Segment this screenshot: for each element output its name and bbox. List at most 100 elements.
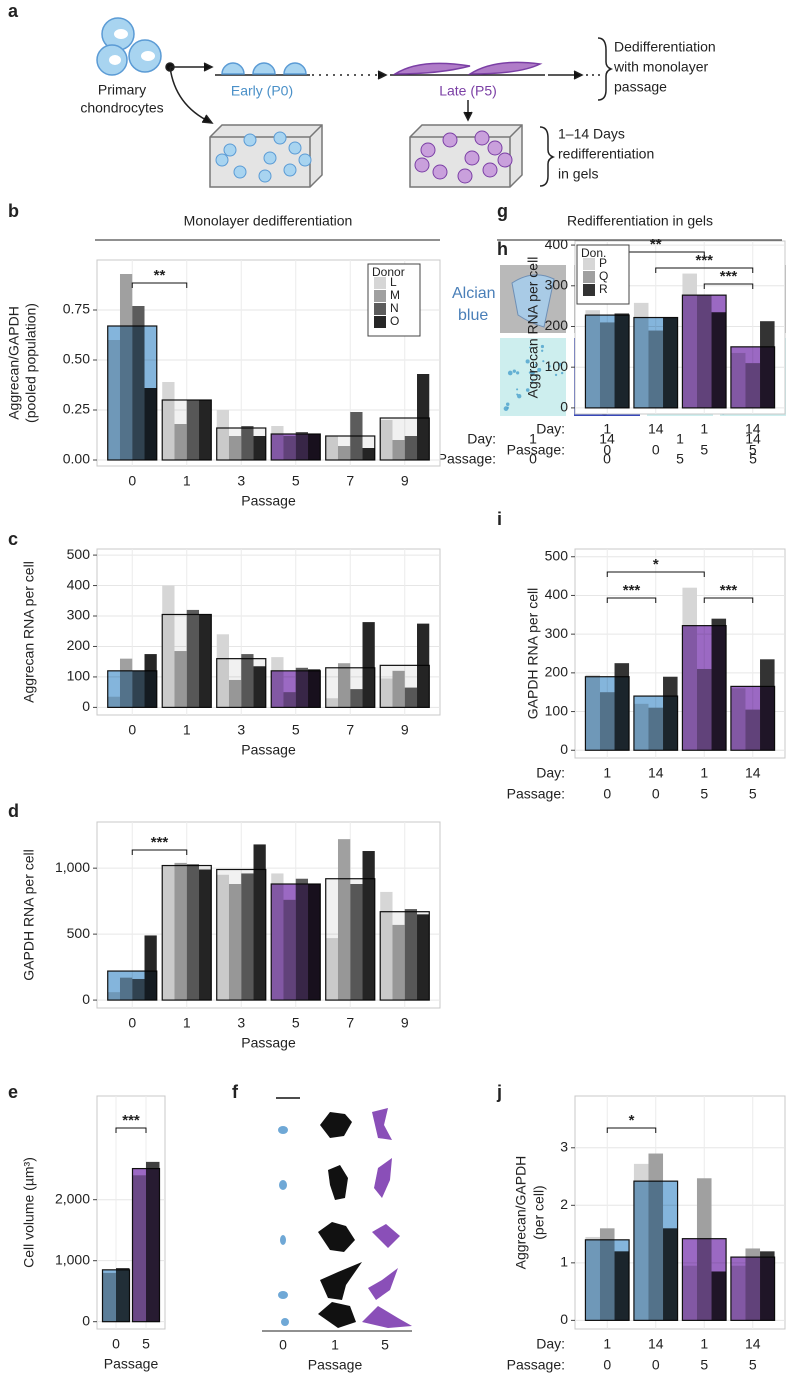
pooled-bar bbox=[730, 1256, 776, 1321]
x-tick-label: 5 bbox=[292, 473, 300, 489]
significance-label: *** bbox=[720, 268, 738, 285]
gel-cell bbox=[215, 153, 229, 167]
source-label: chondrocytes bbox=[80, 100, 163, 116]
y-axis-title: GAPDH RNA per cell bbox=[21, 849, 37, 980]
x-tick-label: 5 bbox=[142, 1336, 150, 1352]
gel-cell bbox=[482, 162, 498, 178]
pooled-bar bbox=[107, 670, 158, 708]
y-tick-label: 300 bbox=[67, 607, 91, 623]
pooled-bar bbox=[584, 314, 630, 409]
x-axis-title: Passage bbox=[241, 1035, 296, 1051]
stain-dot bbox=[505, 402, 510, 407]
x-tick-label: 5 bbox=[749, 442, 757, 458]
significance-bracket bbox=[606, 597, 657, 603]
gel-cell bbox=[487, 140, 503, 156]
x-row-label: Passage: bbox=[507, 1357, 565, 1373]
pooled-bar bbox=[633, 695, 679, 751]
y-tick-label: 1,000 bbox=[55, 859, 90, 875]
x-tick-label: 14 bbox=[599, 431, 615, 447]
pooled-bar bbox=[325, 878, 376, 1001]
panel-label: c bbox=[8, 529, 18, 549]
stain-dot bbox=[512, 369, 517, 373]
schematic bbox=[96, 17, 614, 188]
pooled-bar bbox=[584, 676, 630, 751]
pooled-bar bbox=[379, 664, 430, 708]
pooled-bar bbox=[730, 346, 776, 409]
y-tick-label: 100 bbox=[67, 668, 91, 684]
legend-label: N bbox=[390, 301, 399, 315]
pooled-bar bbox=[270, 883, 321, 1001]
stain-dot bbox=[541, 349, 544, 352]
y-tick-label: 0.25 bbox=[63, 401, 90, 417]
gel-cell bbox=[432, 164, 448, 180]
y-axis-title: (per cell) bbox=[531, 1185, 547, 1239]
pooled-bar bbox=[107, 970, 158, 1001]
panel-label: g bbox=[497, 201, 508, 221]
legend-swatch bbox=[374, 316, 386, 328]
x-tick-label: 5 bbox=[676, 451, 684, 467]
y-tick-label: 0 bbox=[560, 741, 568, 757]
pooled-bar bbox=[270, 433, 321, 461]
pooled-bar bbox=[161, 613, 212, 708]
pooled-bar bbox=[131, 1167, 161, 1323]
legend-label: R bbox=[599, 282, 608, 296]
significance-label: *** bbox=[623, 582, 641, 599]
legend-label: Q bbox=[599, 269, 608, 283]
x-tick-label: 5 bbox=[700, 442, 708, 458]
y-tick-label: 0 bbox=[82, 991, 90, 1007]
note: with monolayer bbox=[613, 59, 708, 75]
x-tick-label: 0 bbox=[128, 722, 136, 738]
x-tick-label: 1 bbox=[603, 1336, 611, 1352]
y-tick-label: 200 bbox=[67, 637, 91, 653]
pooled-bar bbox=[270, 670, 321, 708]
stain-dot bbox=[528, 371, 532, 374]
y-axis-title: Aggrecan RNA per cell bbox=[525, 257, 541, 399]
gel-cell bbox=[283, 163, 297, 177]
stain-dot bbox=[507, 370, 513, 376]
y-tick-label: 500 bbox=[67, 546, 91, 562]
x-tick-label: 1 bbox=[700, 765, 708, 781]
x-row-label: Passage: bbox=[507, 442, 565, 458]
early-label: Early (P0) bbox=[231, 83, 293, 99]
x-tick-label: 7 bbox=[346, 473, 354, 489]
x-tick-label: 0 bbox=[603, 786, 611, 802]
stain-dot bbox=[516, 371, 520, 375]
x-tick-label: 1 bbox=[676, 431, 684, 447]
panel-label: b bbox=[8, 201, 19, 221]
y-tick-label: 300 bbox=[545, 625, 569, 641]
y-tick-label: 1,000 bbox=[55, 1251, 90, 1267]
x-tick-label: 9 bbox=[401, 473, 409, 489]
pooled-bar bbox=[325, 435, 376, 461]
significance-bracket bbox=[606, 571, 705, 577]
stain-dot bbox=[525, 388, 530, 392]
x-tick-label: 5 bbox=[749, 451, 757, 467]
x-tick-label: 1 bbox=[529, 431, 537, 447]
pooled-bar bbox=[633, 316, 679, 409]
y-tick-label: 400 bbox=[67, 576, 91, 592]
x-tick-label: 14 bbox=[745, 431, 761, 447]
pooled-bar bbox=[730, 685, 776, 751]
legend-swatch bbox=[583, 271, 595, 283]
x-tick-label: 3 bbox=[237, 722, 245, 738]
stain-dot bbox=[548, 364, 551, 368]
pooled-bar bbox=[101, 1269, 131, 1323]
x-row-label: Passage: bbox=[507, 786, 565, 802]
panel-label: a bbox=[8, 1, 19, 21]
x-row-label: Day: bbox=[536, 1336, 565, 1352]
y-tick-label: 0 bbox=[560, 399, 568, 415]
cell-shapes bbox=[262, 1097, 412, 1332]
y-tick-label: 500 bbox=[67, 925, 91, 941]
x-tick-label: 5 bbox=[292, 1015, 300, 1031]
x-tick-label: 0 bbox=[603, 1357, 611, 1373]
x-tick-label: 14 bbox=[745, 1336, 761, 1352]
significance-label: *** bbox=[151, 834, 169, 851]
panel-label: j bbox=[496, 1082, 502, 1102]
x-tick-label: 9 bbox=[401, 722, 409, 738]
significance-label: *** bbox=[122, 1112, 140, 1129]
y-tick-label: 0.00 bbox=[63, 451, 90, 467]
significance-label: * bbox=[629, 1112, 635, 1129]
x-axis-title: Passage bbox=[308, 1357, 363, 1373]
legend-swatch bbox=[583, 258, 595, 270]
stain-dot bbox=[558, 362, 562, 366]
x-tick-label: 5 bbox=[700, 786, 708, 802]
